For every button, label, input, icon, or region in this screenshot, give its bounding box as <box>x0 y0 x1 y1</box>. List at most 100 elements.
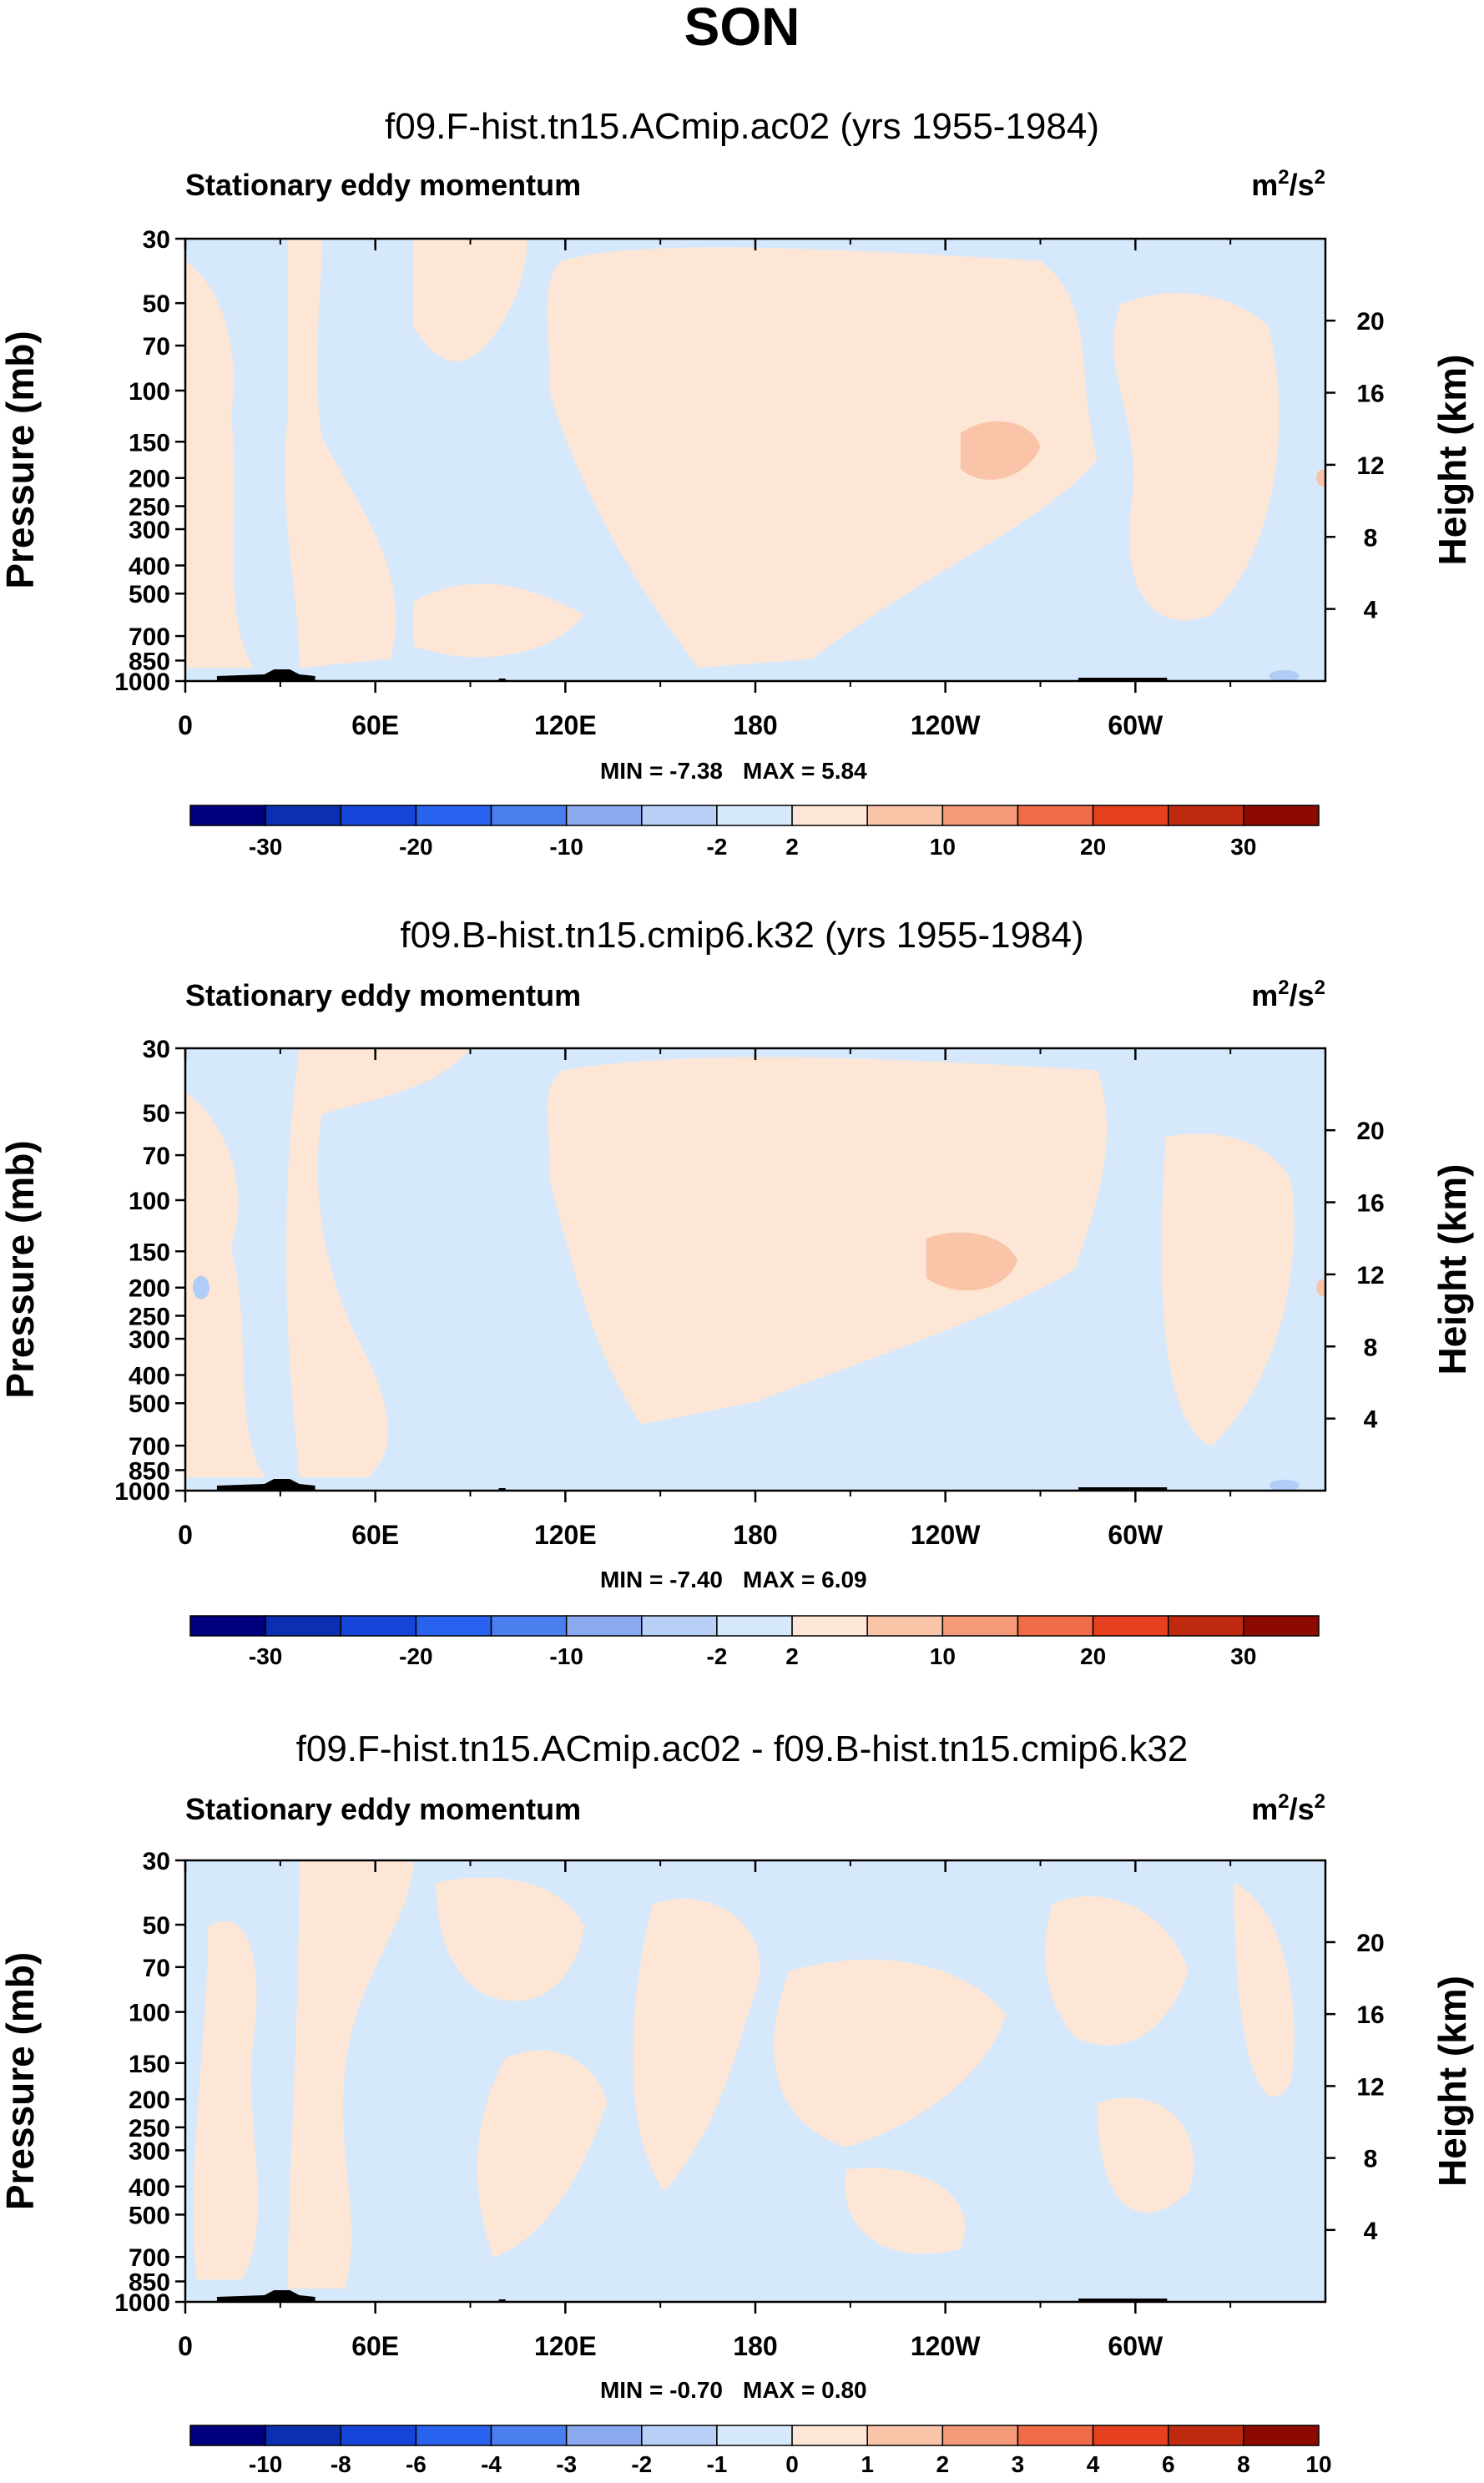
contour-region-1 <box>185 1093 265 1478</box>
y-tick-label: 50 <box>143 290 170 318</box>
y-tick-label: 300 <box>129 2137 170 2165</box>
x-tick-label: 120W <box>911 2331 981 2361</box>
y-tick-label: 150 <box>129 1239 170 1266</box>
min-label: MIN = -7.38 <box>600 758 723 784</box>
max-label: MAX = 5.84 <box>743 758 867 784</box>
colorbar-label: 2 <box>936 2451 950 2477</box>
colorbar-box <box>490 1615 568 1637</box>
colorbar-box <box>941 1615 1019 1637</box>
colorbar-box <box>490 805 568 826</box>
contour-region-6 <box>413 583 585 658</box>
right-tick-label: 20 <box>1356 1930 1384 1957</box>
colorbar: -10 -8 -6 -4 -3 -2 -1 0 1 2 3 4 6 8 10 <box>189 2425 1332 2477</box>
colorbar-label: 10 <box>930 834 956 860</box>
colorbar-label: -30 <box>249 1643 282 1669</box>
colorbar-label: -2 <box>706 834 727 860</box>
topography-africa <box>216 1479 315 1491</box>
colorbar-label: 4 <box>1087 2451 1100 2477</box>
right-tick-label: 8 <box>1364 2146 1378 2173</box>
colorbar-label: 2 <box>785 834 799 860</box>
y-tick-label: 30 <box>143 1848 170 1875</box>
y-tick-label: 500 <box>129 2202 170 2229</box>
colorbar-box <box>189 2425 266 2446</box>
y-tick-label: 200 <box>129 1275 170 1303</box>
x-tick-label: 120E <box>534 1520 597 1550</box>
colorbar-box <box>641 1615 718 1637</box>
y-tick-label: 700 <box>129 623 170 651</box>
contour-region-2 <box>285 1048 471 1478</box>
contour-spot <box>1316 1279 1325 1296</box>
x-tick-label: 60W <box>1108 1520 1163 1550</box>
y-tick-label: 500 <box>129 1390 170 1418</box>
colorbar-box <box>1017 2425 1094 2446</box>
contour-region-10 <box>1234 1882 1295 2097</box>
x-tick-label: 60W <box>1108 710 1163 740</box>
units-label: m2/s2 <box>1251 166 1325 202</box>
colorbar-label: -10 <box>549 1643 583 1669</box>
colorbar-label: 1 <box>861 2451 874 2477</box>
contour-spot <box>1269 669 1300 681</box>
colorbar-box <box>415 2425 492 2446</box>
x-tick-label: 60E <box>351 2331 399 2361</box>
y-tick-label: 250 <box>129 493 170 521</box>
contour-fill <box>193 1860 1295 2289</box>
colorbar-box <box>340 805 417 826</box>
units-sup: 2 <box>1278 166 1289 189</box>
colorbar-box <box>265 1615 342 1637</box>
colorbar-label: 2 <box>785 1643 799 1669</box>
right-tick-label: 8 <box>1364 524 1378 552</box>
units-mid: /s <box>1290 168 1315 202</box>
y-axis-title: Pressure (mb) <box>0 1952 42 2210</box>
x-tick-label: 0 <box>178 2331 193 2361</box>
colorbar-box <box>866 1615 944 1637</box>
panel-subtitle: Stationary eddy momentum <box>185 168 581 202</box>
colorbar-box <box>1243 1615 1320 1637</box>
panel-subtitle: Stationary eddy momentum <box>185 978 581 1012</box>
contour-region-7 <box>960 421 1041 480</box>
y-tick-label: 850 <box>129 648 170 675</box>
units-mid: /s <box>1290 1792 1315 1826</box>
units-mid: /s <box>1290 978 1315 1012</box>
contour-region-3 <box>436 1877 585 2001</box>
colorbar-box <box>1243 805 1320 826</box>
colorbar-label: -8 <box>331 2451 351 2477</box>
colorbar-box <box>565 2425 643 2446</box>
colorbar-label: -1 <box>706 2451 727 2477</box>
figure-title: SON <box>684 0 800 57</box>
colorbar-label: -10 <box>549 834 583 860</box>
contour-region-7 <box>845 2168 966 2254</box>
colorbar-box <box>1092 805 1169 826</box>
min-label: MIN = -0.70 <box>600 2377 723 2403</box>
y-tick-label: 150 <box>129 429 170 457</box>
y-tick-label: 700 <box>129 2244 170 2272</box>
colorbar-label: 30 <box>1230 1643 1256 1669</box>
y-tick-label: 200 <box>129 466 170 493</box>
contour-region-6 <box>774 1959 1007 2147</box>
contour-region-9 <box>1097 2097 1194 2213</box>
y-tick-label: 100 <box>129 378 170 406</box>
min-label: MIN = -7.40 <box>600 1567 723 1592</box>
right-tick-label: 20 <box>1356 308 1384 336</box>
y-axis-title: Pressure (mb) <box>0 1140 42 1398</box>
colorbar-box <box>791 805 868 826</box>
y-tick-label: 500 <box>129 581 170 608</box>
y-tick-label: 250 <box>129 2115 170 2142</box>
colorbar-box <box>1017 805 1094 826</box>
colorbar-box <box>1092 1615 1169 1637</box>
colorbar-label: 30 <box>1230 834 1256 860</box>
y-tick-label: 100 <box>129 2000 170 2027</box>
contour-region-8 <box>1044 1895 1189 2046</box>
colorbar-label: -20 <box>399 834 432 860</box>
colorbar-box <box>791 1615 868 1637</box>
colorbar-label: 10 <box>930 1643 956 1669</box>
contour-region-5 <box>1113 293 1280 621</box>
units-label: m2/s2 <box>1251 977 1325 1012</box>
panel-title: f09.F-hist.tn15.ACmip.ac02 - f09.B-hist.… <box>296 1729 1189 1769</box>
y-tick-label: 850 <box>129 1457 170 1485</box>
contour-region-1 <box>193 1920 259 2280</box>
colorbar-box <box>941 805 1019 826</box>
y-tick-label: 150 <box>129 2051 170 2078</box>
x-tick-label: 0 <box>178 710 193 740</box>
topography-africa <box>216 2290 315 2302</box>
